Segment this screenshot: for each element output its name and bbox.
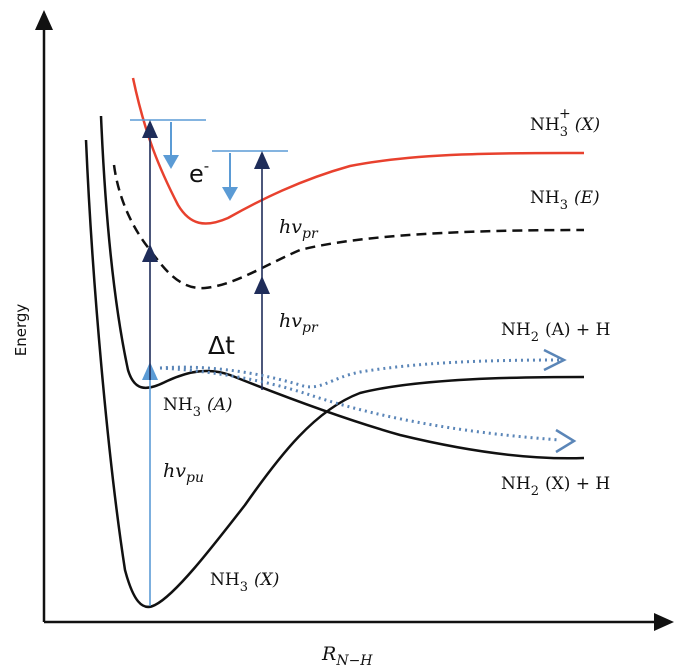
x-axis-arrowhead <box>654 613 674 631</box>
diss-a-label: NH2 (A) + H <box>501 320 610 345</box>
probe-arrow-right <box>254 151 270 390</box>
svg-text:NH2(A) + H: NH2 (A) + H <box>501 320 610 345</box>
svg-text:hvpr: hvpr <box>279 216 319 242</box>
svg-text:NH3(E): NH3 (E) <box>530 188 600 213</box>
ion-state-label: NH3+(X) <box>530 106 600 140</box>
y-axis-label: Energy <box>12 304 30 357</box>
probe-upper-label: hvpr <box>279 216 319 242</box>
svg-text:NH3+(X): NH3+(X) <box>530 106 600 140</box>
electron-label: e- <box>189 157 209 188</box>
pump-arrow <box>142 362 158 606</box>
svg-text:e-: e- <box>189 157 209 188</box>
svg-text:hvpu: hvpu <box>163 460 204 486</box>
probe-arrow-left <box>142 120 158 380</box>
x-state-label: NH3 (X) <box>210 570 279 595</box>
pump-label: hvpu <box>163 460 204 486</box>
diss-x-label: NH2 (X) + H <box>501 474 610 499</box>
axes <box>35 10 674 631</box>
electron-arrow-2 <box>222 153 238 201</box>
x-axis-label: RN−H <box>321 643 373 669</box>
e-state-label: NH3 (E) <box>530 188 600 213</box>
ion-curve <box>131 77 585 225</box>
wavepacket-upper <box>159 348 567 389</box>
electron-arrow-1 <box>163 122 179 169</box>
probe-lower-label: hvpr <box>279 310 319 336</box>
svg-text:NH3(A): NH3 (A) <box>163 395 233 420</box>
svg-text:RN−H: RN−H <box>321 643 373 669</box>
y-axis-arrowhead <box>35 10 53 30</box>
svg-text:hvpr: hvpr <box>279 310 319 336</box>
svg-text:NH3(X): NH3 (X) <box>210 570 279 595</box>
e-state-curve <box>112 164 585 290</box>
a-state-curve <box>99 115 585 460</box>
delay-label: Δt <box>208 331 235 360</box>
svg-text:NH2(X) + H: NH2 (X) + H <box>501 474 610 499</box>
a-state-label: NH3 (A) <box>163 395 233 420</box>
wavepacket-lower <box>159 366 577 454</box>
x-state-curve <box>84 139 585 608</box>
